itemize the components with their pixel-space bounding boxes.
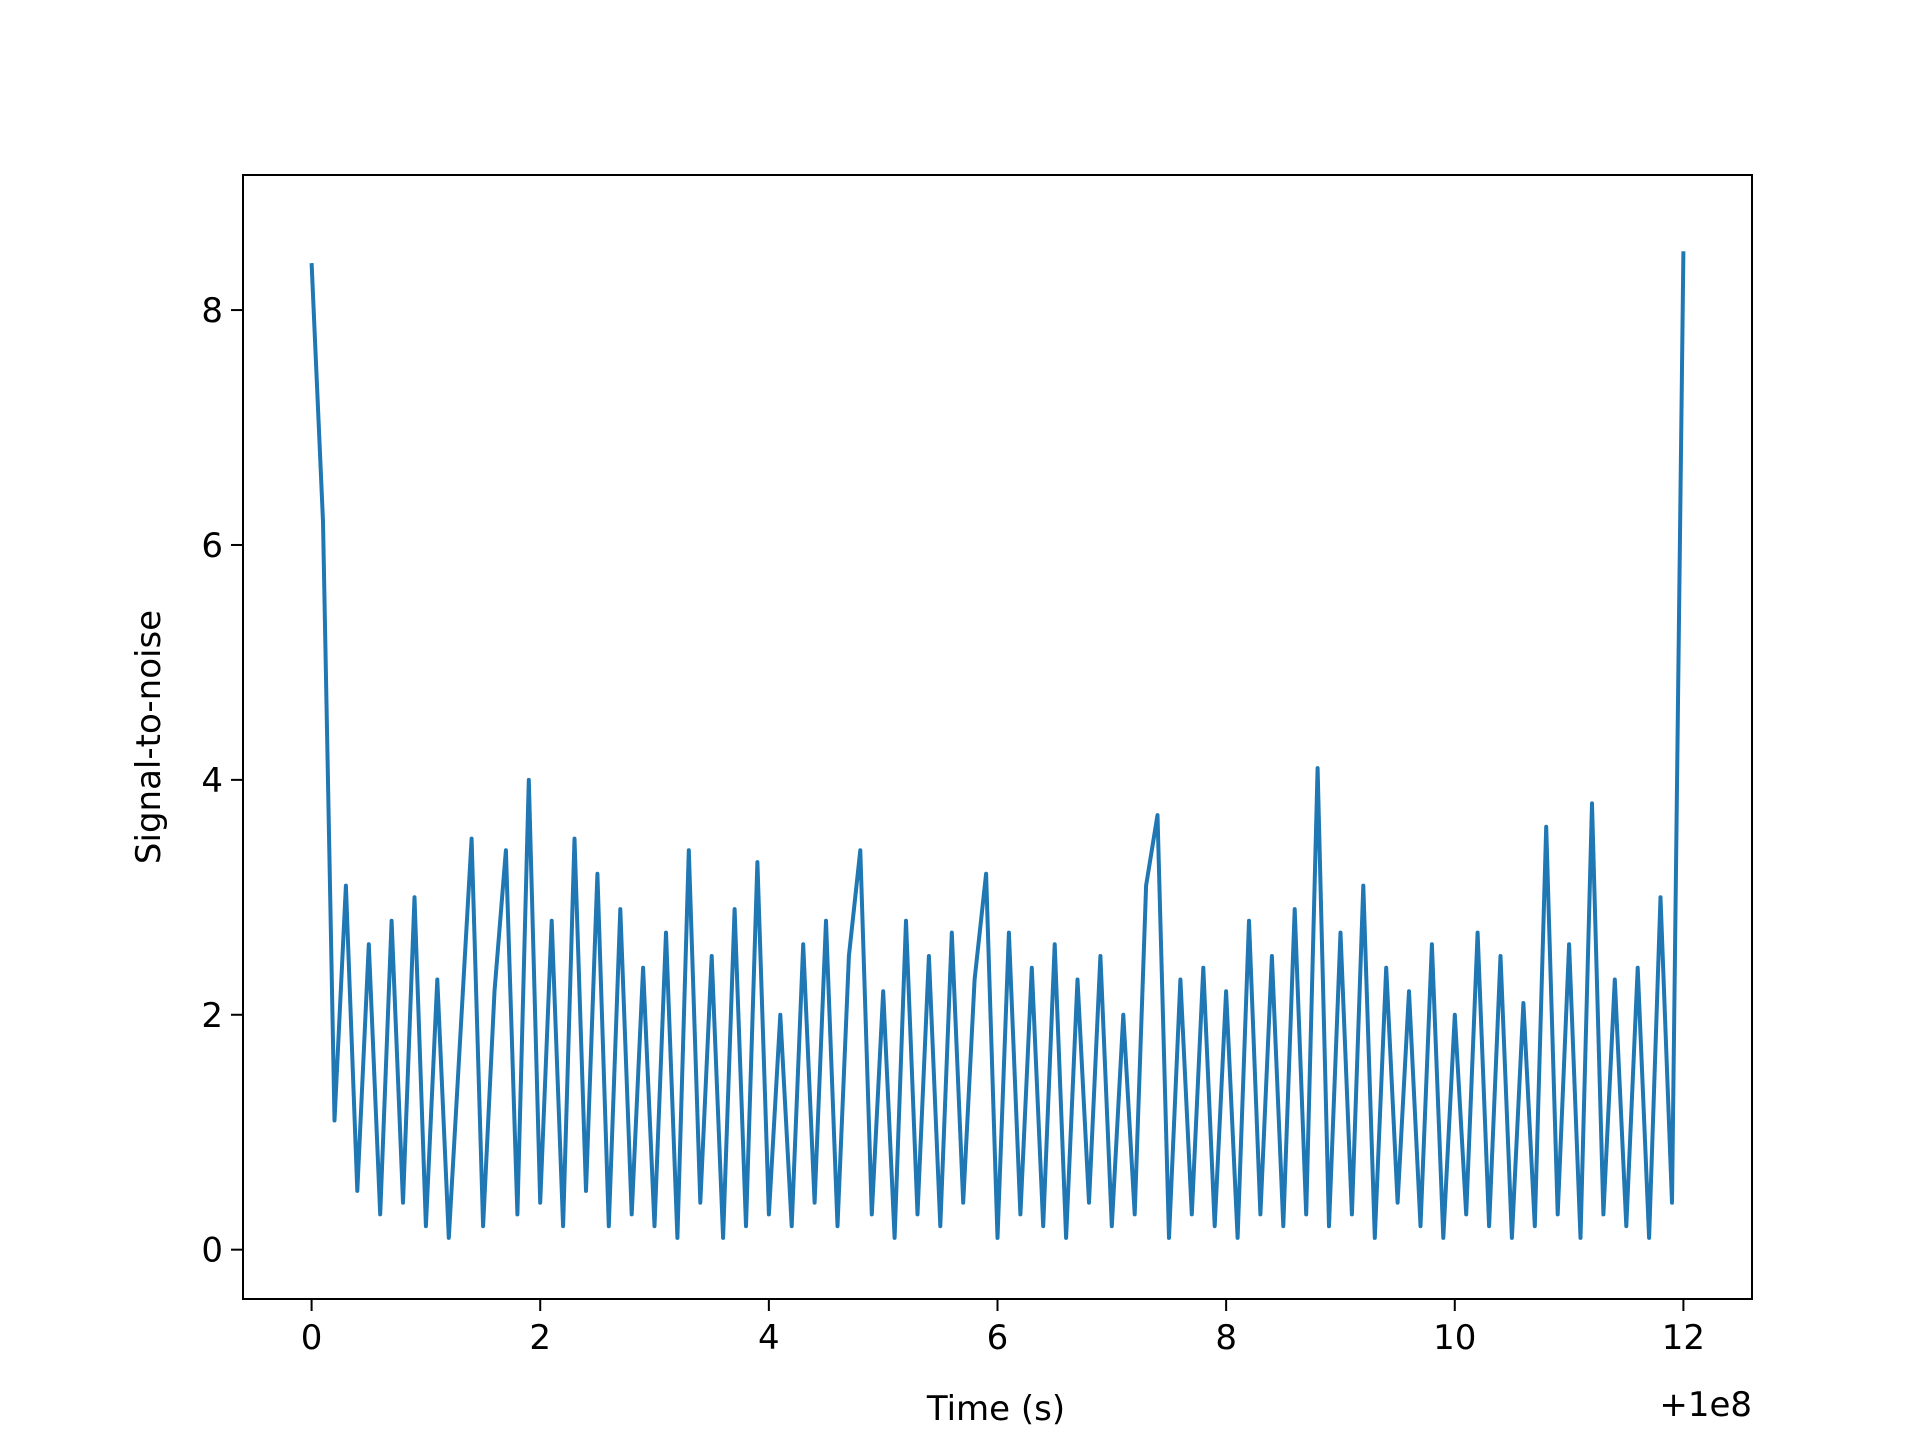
y-tick-label: 6 xyxy=(201,526,223,566)
plot-frame xyxy=(242,174,1753,1300)
y-tick-label: 8 xyxy=(201,291,223,331)
x-tick-label: 10 xyxy=(1433,1318,1476,1358)
x-offset-label: +1e8 xyxy=(1659,1385,1752,1425)
x-tick-label: 2 xyxy=(529,1318,551,1358)
x-tick-label: 12 xyxy=(1662,1318,1705,1358)
x-tick-label: 8 xyxy=(1215,1318,1237,1358)
y-tick-label: 4 xyxy=(201,761,223,801)
x-axis-label: Time (s) xyxy=(926,1389,1065,1429)
y-axis-label: Signal-to-noise xyxy=(129,610,169,864)
line-series xyxy=(309,251,1686,1240)
y-tick-label: 2 xyxy=(201,996,223,1036)
x-tick-label: 6 xyxy=(987,1318,1009,1358)
y-tick-label: 0 xyxy=(201,1231,223,1271)
x-tick-label: 4 xyxy=(758,1318,780,1358)
x-tick-label: 0 xyxy=(301,1318,323,1358)
